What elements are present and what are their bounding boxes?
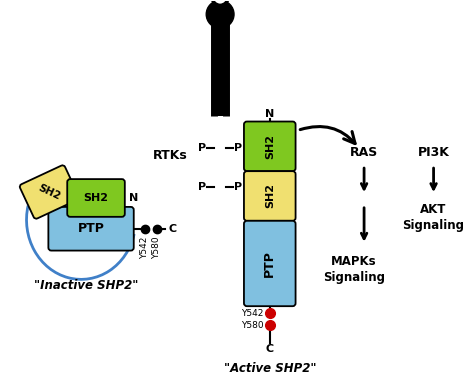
Text: N: N — [265, 108, 274, 119]
Circle shape — [206, 0, 234, 28]
Text: "Active SHP2": "Active SHP2" — [224, 362, 316, 375]
FancyBboxPatch shape — [20, 165, 79, 219]
Text: P: P — [234, 182, 242, 192]
Text: RTKs: RTKs — [153, 149, 188, 162]
Text: SH2: SH2 — [36, 183, 62, 201]
Text: MAPKs: MAPKs — [331, 255, 377, 268]
Text: PI3K: PI3K — [418, 146, 449, 159]
Text: N: N — [129, 193, 138, 203]
Text: AKT: AKT — [420, 203, 447, 217]
FancyBboxPatch shape — [67, 179, 125, 217]
Text: SH2: SH2 — [83, 193, 109, 203]
Text: SH2: SH2 — [265, 183, 275, 208]
Circle shape — [212, 0, 228, 5]
FancyBboxPatch shape — [244, 171, 296, 221]
Text: P: P — [198, 143, 206, 153]
Text: P: P — [234, 143, 242, 153]
Text: Y542: Y542 — [140, 237, 149, 259]
Text: RAS: RAS — [350, 146, 378, 159]
Text: PTP: PTP — [263, 250, 276, 277]
Text: "Inactive SHP2": "Inactive SHP2" — [34, 279, 138, 292]
Text: Y580: Y580 — [152, 237, 161, 259]
Text: C: C — [266, 344, 274, 354]
Text: Signaling: Signaling — [402, 219, 465, 232]
Text: PTP: PTP — [78, 222, 104, 235]
Text: Y580: Y580 — [241, 320, 264, 330]
Text: C: C — [168, 224, 177, 234]
Text: Y542: Y542 — [241, 309, 264, 318]
FancyBboxPatch shape — [244, 221, 296, 306]
Text: Signaling: Signaling — [323, 271, 385, 284]
FancyBboxPatch shape — [214, 16, 226, 115]
Text: SH2: SH2 — [265, 134, 275, 159]
Text: P: P — [198, 182, 206, 192]
FancyBboxPatch shape — [48, 207, 134, 251]
FancyBboxPatch shape — [244, 122, 296, 171]
FancyArrowPatch shape — [300, 127, 355, 144]
